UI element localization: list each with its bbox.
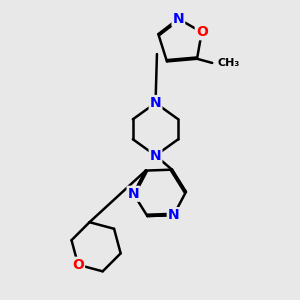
Text: N: N	[150, 96, 161, 110]
Text: CH₃: CH₃	[217, 58, 239, 68]
Text: N: N	[128, 187, 139, 201]
Text: N: N	[168, 208, 179, 222]
Text: O: O	[72, 258, 84, 272]
Text: N: N	[150, 148, 161, 163]
Text: N: N	[172, 12, 184, 26]
Text: O: O	[196, 25, 208, 39]
